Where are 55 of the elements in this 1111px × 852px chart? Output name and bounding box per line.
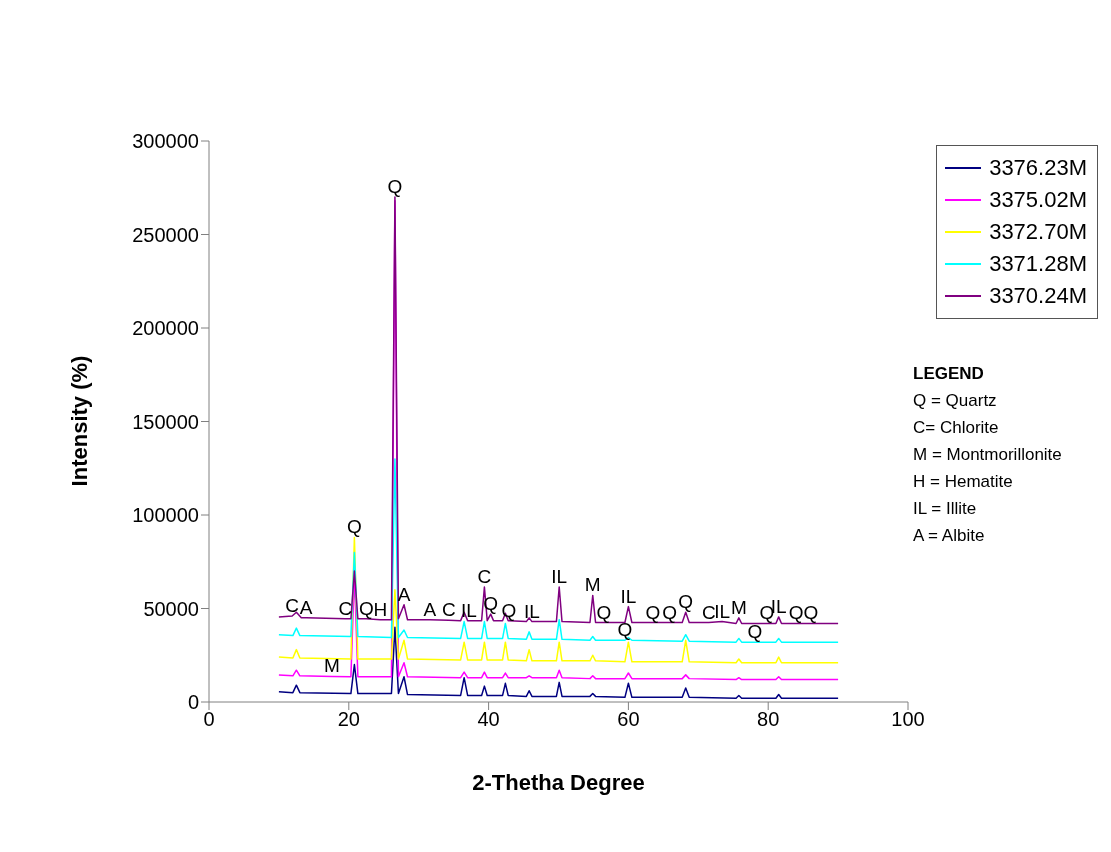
- text: H = Hematite: [913, 471, 1014, 493]
- x-tick-label: 0: [203, 708, 215, 731]
- annotation: Q: [678, 591, 694, 613]
- annotation: Q: [617, 619, 633, 641]
- annotation: C: [701, 601, 716, 623]
- text: IL = Illite: [913, 498, 978, 520]
- text: C= Chlorite: [913, 417, 1000, 439]
- legend-label: 3371.28M: [989, 250, 1087, 278]
- annotation: IL: [461, 599, 477, 621]
- annotation: C: [285, 594, 300, 616]
- y-tick-label: 100000: [132, 504, 199, 527]
- annotation: A: [423, 598, 437, 620]
- annotation: Q: [358, 597, 374, 619]
- annotation: Q: [387, 176, 403, 198]
- annotation: Q: [596, 601, 612, 623]
- annotation: IL: [524, 600, 540, 622]
- annotation: A: [299, 596, 313, 618]
- annotation: Q: [645, 601, 661, 623]
- y-tick-label: 150000: [132, 410, 199, 433]
- x-tick-label: 60: [617, 708, 640, 731]
- y-tick-label: 50000: [143, 597, 199, 620]
- y-tick-label: 250000: [132, 223, 199, 246]
- x-tick-label: 40: [477, 708, 500, 731]
- annotation: M: [324, 655, 340, 677]
- annotation: Q: [501, 599, 517, 621]
- annotation: H: [373, 598, 388, 620]
- annotation: Q: [788, 602, 804, 624]
- annotation: M: [730, 596, 747, 618]
- x-axis-title: 2-Thetha Degree: [471, 770, 646, 796]
- legend-label: 3370.24M: [989, 282, 1087, 310]
- x-tick-label: 100: [891, 708, 925, 731]
- text: M = Montmorillonite: [913, 444, 1062, 466]
- annotation: M: [584, 574, 601, 596]
- y-tick-label: 200000: [132, 317, 199, 340]
- annotation: IL: [551, 565, 568, 587]
- legend-label: 3372.70M: [989, 218, 1087, 246]
- y-tick-label: 300000: [132, 130, 199, 153]
- annotation: IL: [714, 600, 730, 622]
- annotation: Q: [747, 621, 763, 643]
- annotation: Q: [662, 601, 678, 623]
- x-tick-label: 80: [757, 708, 780, 731]
- annotation: IL: [620, 585, 637, 607]
- annotation: C: [441, 599, 456, 621]
- annotation: Q: [347, 516, 362, 538]
- text: LEGEND: [913, 363, 985, 385]
- line-series: [278, 458, 839, 643]
- legend-label: 3375.02M: [989, 186, 1087, 214]
- annotation: Q: [803, 602, 819, 624]
- annotation: C: [477, 565, 492, 587]
- y-tick-label: 0: [187, 691, 199, 714]
- text: Q = Quartz: [913, 390, 998, 412]
- legend-label: 3376.23M: [989, 154, 1087, 182]
- text: A = Albite: [913, 525, 986, 547]
- x-tick-label: 20: [337, 708, 360, 731]
- y-axis-title: Intensity (%): [67, 355, 93, 487]
